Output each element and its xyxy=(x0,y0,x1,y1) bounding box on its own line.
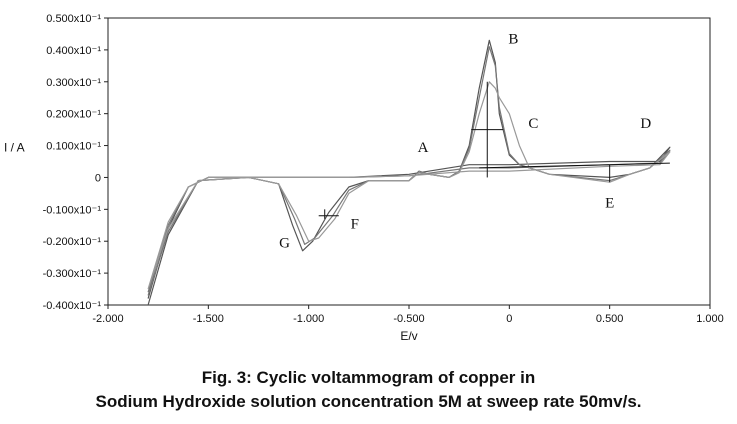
figure-caption-line-1: Fig. 3: Cyclic voltammogram of copper in xyxy=(201,368,536,387)
x-tick-label: 0.500 xyxy=(596,313,624,325)
peak-annotations: A B C D E F G xyxy=(279,32,651,252)
y-tick-label: -0.400x10⁻¹ xyxy=(43,300,102,312)
peak-label-c: C xyxy=(528,116,538,132)
y-tick-label: 0 xyxy=(95,172,101,184)
x-tick-label: -1.500 xyxy=(193,313,224,325)
y-tick-label: 0.100x10⁻¹ xyxy=(46,141,101,153)
peak-d-baseline-marker xyxy=(609,162,670,166)
peak-markers xyxy=(318,81,670,219)
peak-label-g: G xyxy=(279,236,290,252)
x-tick-label: -2.000 xyxy=(92,313,123,325)
plot-area: A B C D E F G xyxy=(107,17,711,306)
peak-label-b: B xyxy=(508,32,518,48)
cyclic-voltammogram-chart: A B C D E F G -2.000 -1.500 -1.000 -0.500 0 0.500 1.… xyxy=(4,13,724,343)
y-tick-label: 0.500x10⁻¹ xyxy=(46,13,101,25)
y-tick-label: 0.200x10⁻¹ xyxy=(46,109,101,121)
y-axis-label: I / A xyxy=(4,141,25,155)
x-axis-label: E/v xyxy=(400,329,417,343)
x-tick-label: -0.500 xyxy=(393,313,424,325)
x-tick-label: 0 xyxy=(506,313,512,325)
y-tick-label: -0.100x10⁻¹ xyxy=(43,204,102,216)
peak-b-baseline-marker xyxy=(479,164,610,169)
y-tick-label: 0.300x10⁻¹ xyxy=(46,77,101,89)
series-line-2 xyxy=(147,46,671,296)
x-tick-label: -1.000 xyxy=(293,313,324,325)
series-line-1 xyxy=(147,39,671,306)
y-tick-label: -0.300x10⁻¹ xyxy=(43,268,102,280)
y-axis-ticks: 0.500x10⁻¹ 0.400x10⁻¹ 0.300x10⁻¹ 0.200x10⁻¹… xyxy=(43,13,108,312)
y-tick-label: -0.200x10⁻¹ xyxy=(43,236,102,248)
series-line-3 xyxy=(147,81,671,290)
x-axis-ticks: -2.000 -1.500 -1.000 -0.500 0 0.500 1.000 xyxy=(92,305,724,325)
x-tick-label: 1.000 xyxy=(696,313,724,325)
series-layer xyxy=(147,39,671,306)
peak-label-d: D xyxy=(640,116,651,132)
peak-label-e: E xyxy=(605,196,614,212)
peak-label-f: F xyxy=(351,216,359,232)
peak-label-a: A xyxy=(418,140,429,156)
y-tick-label: 0.400x10⁻¹ xyxy=(46,45,101,57)
figure-caption-line-2: Sodium Hydroxide solution concentration … xyxy=(95,392,642,411)
